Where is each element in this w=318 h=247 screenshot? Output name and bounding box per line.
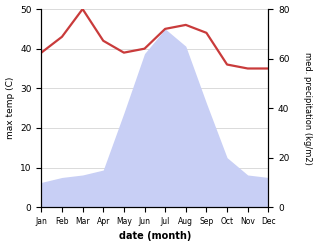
Y-axis label: max temp (C): max temp (C) <box>5 77 15 139</box>
Y-axis label: med. precipitation (kg/m2): med. precipitation (kg/m2) <box>303 52 313 165</box>
X-axis label: date (month): date (month) <box>119 231 191 242</box>
